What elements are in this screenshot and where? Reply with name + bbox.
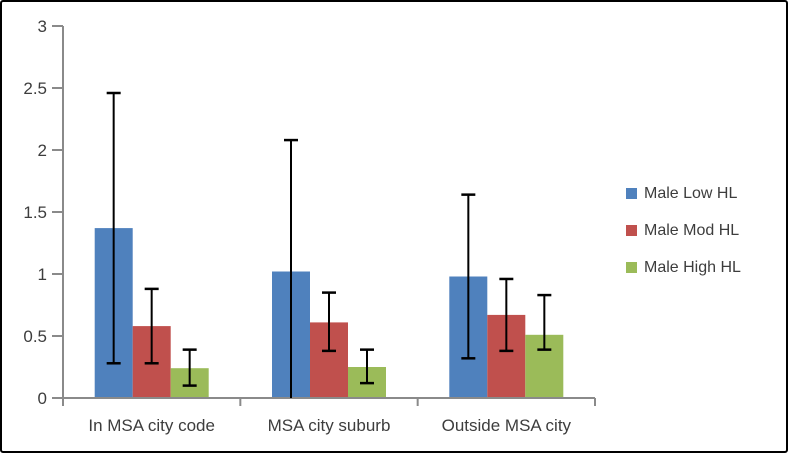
legend-label: Male High HL bbox=[644, 258, 741, 276]
legend-swatch-icon bbox=[626, 225, 637, 236]
legend-swatch-icon bbox=[626, 262, 637, 273]
y-tick-label: 0.5 bbox=[23, 327, 47, 346]
legend-item: Male High HL bbox=[626, 249, 741, 286]
y-tick-label: 1 bbox=[38, 265, 47, 284]
legend-swatch-icon bbox=[626, 188, 637, 199]
legend-label: Male Mod HL bbox=[644, 221, 740, 239]
x-category-label: Outside MSA city bbox=[442, 416, 572, 435]
legend-label: Male Low HL bbox=[644, 184, 738, 202]
x-category-label: In MSA city code bbox=[88, 416, 215, 435]
legend-item: Male Low HL bbox=[626, 175, 741, 212]
x-category-label: MSA city suburb bbox=[268, 416, 391, 435]
y-tick-label: 1.5 bbox=[23, 203, 47, 222]
y-tick-label: 2 bbox=[38, 141, 47, 160]
y-tick-label: 2.5 bbox=[23, 79, 47, 98]
y-tick-label: 3 bbox=[38, 17, 47, 36]
y-tick-label: 0 bbox=[38, 389, 47, 408]
legend-item: Male Mod HL bbox=[626, 212, 741, 249]
legend: Male Low HL Male Mod HL Male High HL bbox=[626, 175, 741, 286]
